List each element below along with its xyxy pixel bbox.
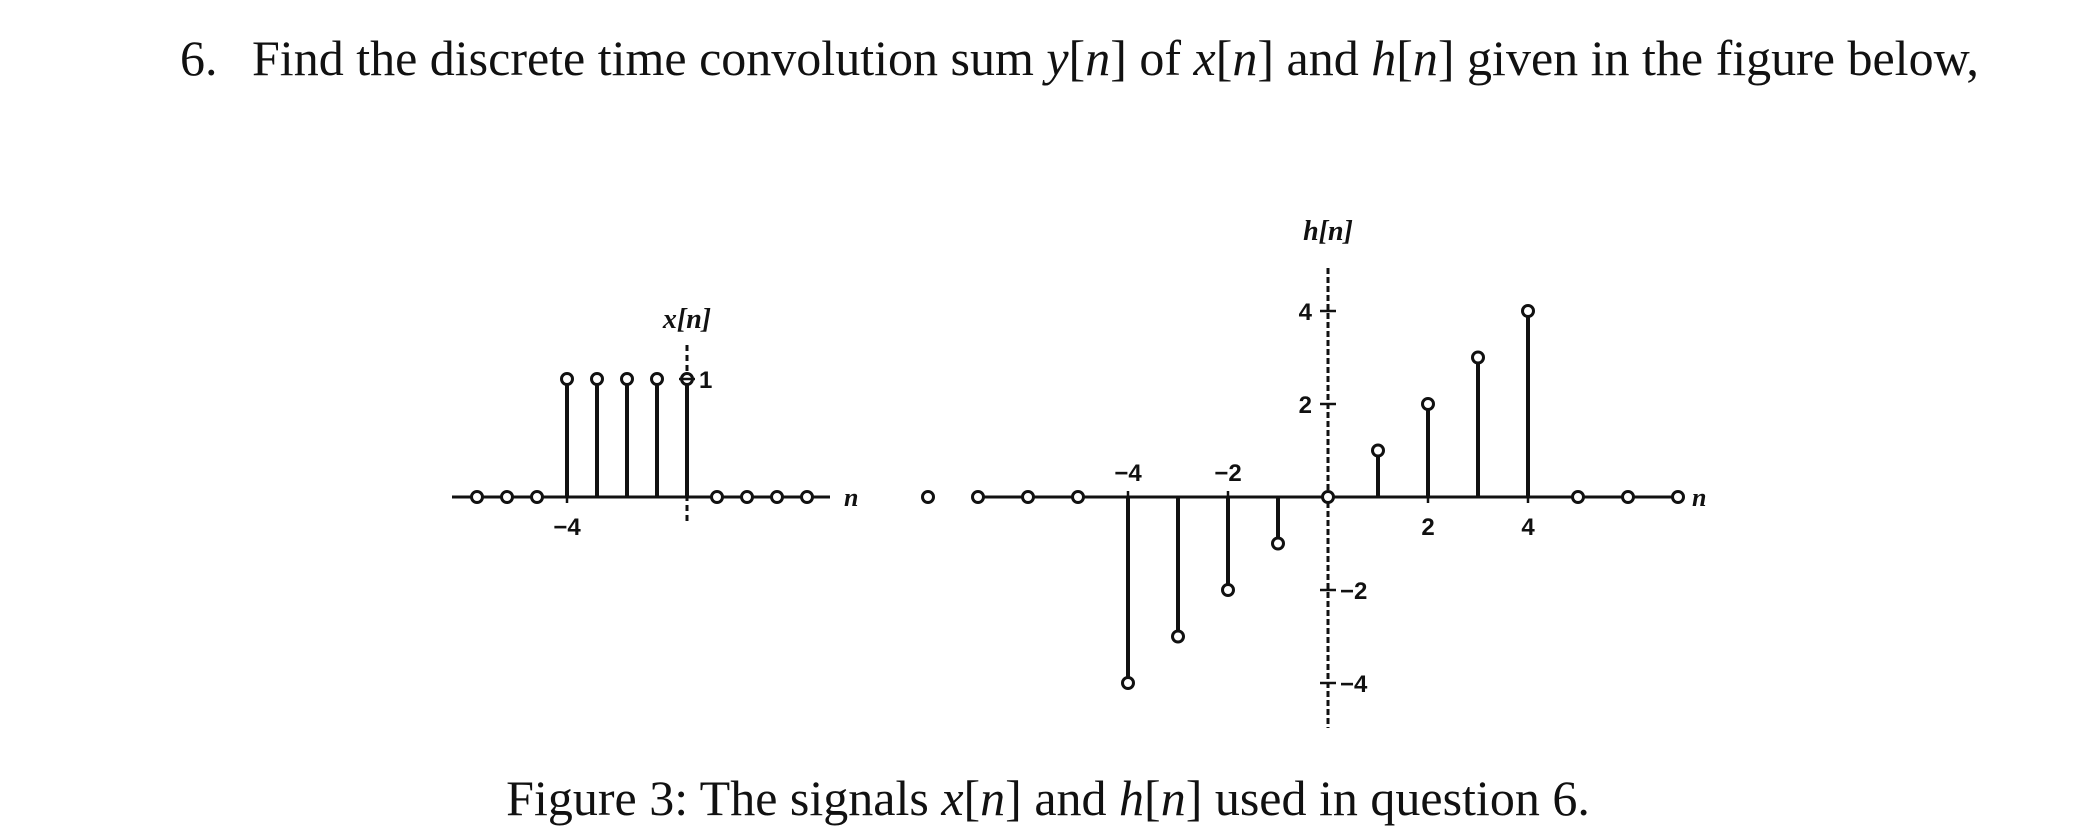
question-text: 6. Find the discrete time convolution su… <box>180 28 2020 88</box>
stem-marker <box>1021 490 1035 504</box>
x-axis-label: n <box>1692 483 1706 512</box>
stem-marker <box>1621 490 1635 504</box>
y-tick-label: 1 <box>699 367 712 394</box>
question-text-b: given in the figure below, <box>1467 30 1979 86</box>
y-axis-label: x[n] <box>662 304 711 335</box>
word-of: of <box>1139 30 1182 86</box>
y-axis-label: h[n] <box>1303 216 1353 247</box>
stem-marker <box>740 490 754 504</box>
stem-marker <box>921 490 935 504</box>
caption-suffix: used in question 6. <box>1214 770 1590 826</box>
stem-marker <box>1271 536 1285 551</box>
stem-marker <box>1071 490 1085 504</box>
stem-marker <box>1421 397 1435 411</box>
stem-marker <box>1371 443 1385 458</box>
word-and: and <box>1286 30 1359 86</box>
question-number: 6. <box>180 30 218 86</box>
stem-marker <box>1221 583 1235 597</box>
stem-marker <box>590 372 604 386</box>
stem-marker <box>620 372 634 386</box>
stem-marker <box>530 490 544 504</box>
stem-marker <box>1571 490 1585 504</box>
x-tick-label: 4 <box>1521 514 1535 541</box>
x-axis-label: n <box>844 483 858 512</box>
stem-marker <box>1471 350 1485 365</box>
y-tick-label: −2 <box>1340 578 1367 605</box>
stem-marker <box>971 490 985 504</box>
x-tick-label: −4 <box>1114 460 1142 487</box>
stem-marker <box>1521 304 1535 318</box>
caption-and: and <box>1034 770 1107 826</box>
stem-marker <box>560 372 574 386</box>
stem-marker <box>470 490 484 504</box>
symbol-h: h[n] <box>1371 30 1455 86</box>
caption-symbol-x: x[n] <box>941 770 1022 826</box>
stem-marker <box>1121 676 1135 690</box>
caption-symbol-h: h[n] <box>1119 770 1203 826</box>
y-tick-label: 4 <box>1299 299 1313 326</box>
symbol-y: y[n] <box>1046 30 1127 86</box>
y-tick-label: 2 <box>1299 392 1312 419</box>
stem-marker <box>1671 490 1685 504</box>
stem-marker <box>770 490 784 504</box>
x-tick-label: −2 <box>1214 460 1241 487</box>
plot-h-signal: h[n] n −4 −2 2 4 4 2 −2 −4 <box>921 216 1706 728</box>
figure-caption: Figure 3: The signals x[n] and h[n] used… <box>0 768 2096 828</box>
question-text-a: Find the discrete time convolution sum <box>252 30 1034 86</box>
stem-marker <box>500 490 514 504</box>
stem-marker <box>1171 629 1185 644</box>
stem-marker <box>1321 490 1335 504</box>
symbol-x: x[n] <box>1193 30 1275 86</box>
x-tick-label: −4 <box>553 514 581 541</box>
stem-marker <box>650 372 664 386</box>
caption-prefix: Figure 3: The signals <box>506 770 929 826</box>
plot-x-signal: x[n] n −4 1 <box>452 304 858 541</box>
y-tick-label: −4 <box>1340 671 1368 698</box>
stem-marker <box>800 490 814 504</box>
x-tick-label: 2 <box>1421 514 1434 541</box>
stem-marker <box>710 490 724 504</box>
